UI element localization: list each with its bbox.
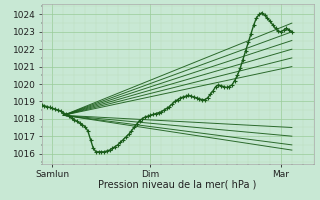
X-axis label: Pression niveau de la mer( hPa ): Pression niveau de la mer( hPa ) — [99, 180, 257, 190]
